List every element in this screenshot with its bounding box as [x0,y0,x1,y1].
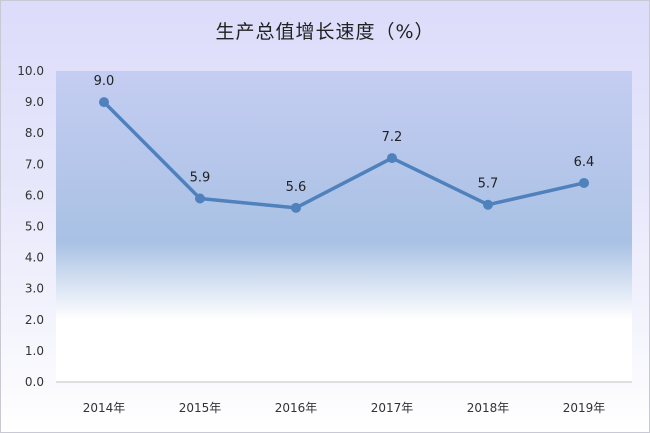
data-point [387,153,397,164]
series-line [102,100,585,210]
x-tick-label: 2016年 [275,401,318,415]
data-point [291,202,301,213]
data-label: 5.7 [478,177,499,192]
x-tick-label: 2015年 [179,401,222,415]
data-label: 7.2 [382,130,403,145]
y-tick-label: 6.0 [25,188,44,202]
data-label: 9.0 [94,74,115,89]
data-point [99,97,109,108]
x-tick-label: 2018年 [467,401,510,415]
y-tick-label: 1.0 [25,344,44,358]
data-label: 6.4 [574,155,595,170]
data-labels: 9.0 5.9 5.6 7.2 5.7 6.4 [94,74,595,195]
chart-title: 生产总值增长速度（%） [215,21,435,43]
data-point [483,199,493,210]
y-tick-label: 0.0 [25,375,44,389]
y-tick-label: 5.0 [25,220,44,234]
data-point [195,193,205,204]
y-axis-ticks: 0.0 1.0 2.0 3.0 4.0 5.0 6.0 7.0 8.0 9.0 10.0 [17,64,44,389]
y-tick-label: 7.0 [25,157,44,171]
x-tick-label: 2014年 [83,401,126,415]
y-tick-label: 10.0 [17,64,44,78]
data-points [99,97,589,213]
x-tick-label: 2017年 [371,401,414,415]
x-tick-label: 2019年 [563,401,606,415]
y-tick-label: 9.0 [25,95,44,109]
data-label: 5.9 [190,171,211,186]
data-label: 5.6 [286,180,307,195]
y-tick-label: 4.0 [25,251,44,265]
y-tick-label: 8.0 [25,126,44,140]
plot-area [56,71,632,382]
y-tick-label: 3.0 [25,282,44,296]
data-point [579,177,589,188]
y-tick-label: 2.0 [25,313,44,327]
x-axis-ticks: 2014年 2015年 2016年 2017年 2018年 2019年 [83,401,606,415]
